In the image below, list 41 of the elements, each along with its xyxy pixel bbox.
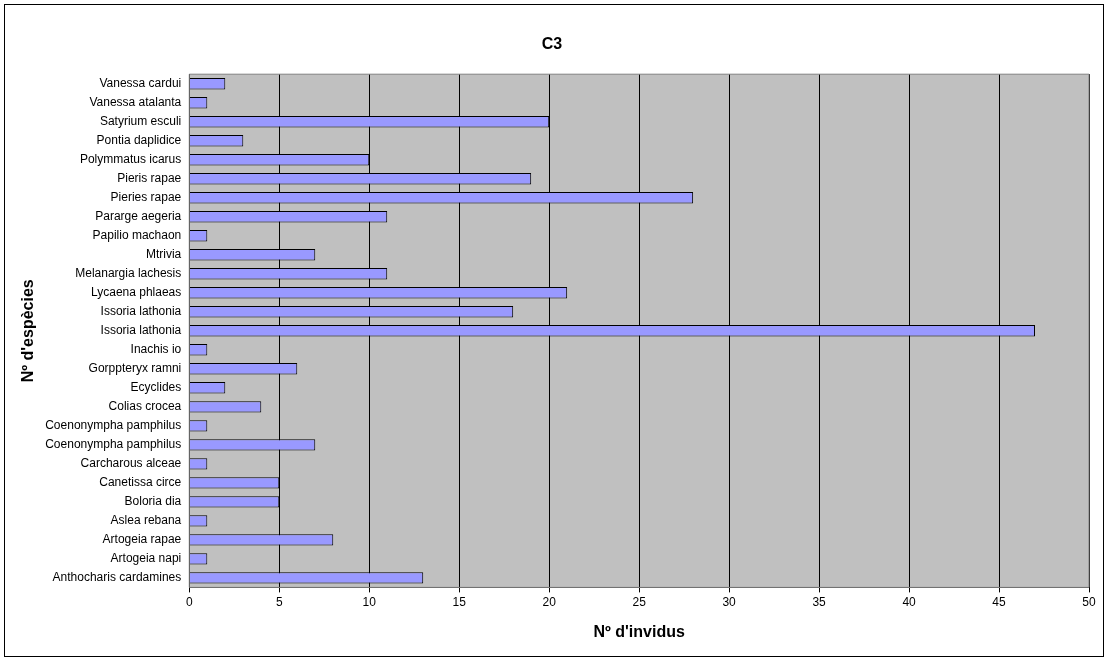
chart-title: C3 — [541, 35, 563, 53]
x-tick-label: 45 — [992, 594, 1007, 609]
x-tick-label: 40 — [902, 594, 917, 609]
y-tick-label: Artogeia napi — [110, 551, 182, 566]
y-tick-label: Issoria lathonia — [100, 304, 182, 319]
y-axis-title: Nº d'espècies — [19, 279, 37, 383]
y-tick-label: Aslea rebana — [110, 513, 182, 528]
y-tick-label: Anthocharis cardamines — [52, 570, 182, 585]
y-tick-label: Carcharous alceae — [80, 456, 182, 471]
x-tick-label: 30 — [722, 594, 737, 609]
y-tick-label: Pararge aegeria — [95, 209, 182, 224]
y-tick-label: Pontia daplidice — [96, 133, 182, 148]
y-tick-label: Artogeia rapae — [102, 532, 182, 547]
y-tick-label: Vanessa atalanta — [89, 95, 182, 110]
x-tick-label: 20 — [542, 594, 557, 609]
y-tick-label: Melanargia lachesis — [75, 266, 182, 281]
x-tick-label: 15 — [452, 594, 467, 609]
y-tick-label: Pieries rapae — [110, 190, 182, 205]
y-tick-label: Coenonympha pamphilus — [45, 437, 182, 452]
y-tick-label: Issoria lathonia — [100, 323, 182, 338]
y-tick-label: Satyrium esculi — [99, 114, 182, 129]
y-tick-label: Vanessa cardui — [99, 76, 182, 91]
y-tick-label: Lycaena phlaeas — [90, 285, 182, 300]
x-tick-label: 10 — [362, 594, 377, 609]
y-tick-label: Pieris rapae — [117, 171, 182, 186]
y-tick-label: Ecyclides — [130, 380, 182, 395]
y-tick-label: Mtrivia — [145, 247, 182, 262]
y-tick-label: Gorppteryx ramni — [88, 361, 182, 376]
x-axis-title: Nº d'invidus — [593, 622, 685, 640]
y-tick-label: Polymmatus icarus — [79, 152, 182, 167]
x-tick-label: 5 — [275, 594, 283, 609]
y-tick-label: Papilio machaon — [92, 228, 182, 243]
y-tick-label: Boloria dia — [124, 494, 182, 509]
y-tick-label: Coenonympha pamphilus — [45, 418, 182, 433]
y-tick-label: Canetissa circe — [99, 475, 182, 490]
y-tick-label: Colias crocea — [108, 399, 182, 414]
y-tick-label: Inachis io — [130, 342, 182, 357]
x-tick-label: 25 — [632, 594, 647, 609]
x-tick-label: 0 — [185, 594, 193, 609]
x-tick-label: 50 — [1082, 594, 1096, 609]
x-tick-label: 35 — [812, 594, 827, 609]
